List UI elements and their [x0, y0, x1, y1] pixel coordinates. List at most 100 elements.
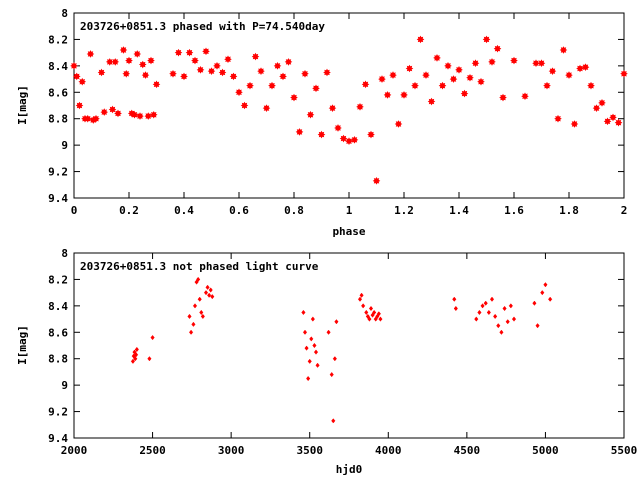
phased-data-point	[609, 113, 617, 122]
phased-data-point	[185, 48, 194, 57]
phased-x-tick-label: 1	[346, 204, 353, 217]
unphased-data-point	[310, 316, 315, 322]
unphased-data-point	[133, 356, 138, 362]
unphased-data-point	[205, 284, 210, 290]
phased-data-point	[482, 35, 491, 44]
phased-axis-ticks: 0 0.2 0.4 0.6 0.8 1 1.2 1.4 1.6 1.8 2 8 8.2 8.4 8.6 8.8…	[48, 7, 627, 217]
unphased-data-point	[489, 296, 495, 302]
unphased-data-point	[130, 358, 136, 364]
phased-data-point	[169, 69, 177, 78]
phased-data-point	[312, 84, 320, 93]
phased-data-point	[394, 120, 403, 128]
phased-data-point	[444, 62, 452, 70]
phased-data-point	[279, 72, 287, 81]
unphased-data-point	[307, 358, 312, 364]
unphased-data-points	[130, 276, 553, 424]
phased-data-point	[427, 97, 436, 106]
phased-data-point	[548, 67, 557, 75]
phased-y-tick-label: 8.8	[48, 113, 68, 126]
unphased-data-point	[452, 296, 457, 302]
unphased-y-tick-label: 8.6	[48, 326, 68, 339]
phased-data-point	[576, 64, 584, 73]
unphased-data-point	[367, 316, 372, 322]
phased-data-point	[416, 35, 425, 44]
phased-x-tick-label: 1.2	[394, 204, 414, 217]
unphased-data-point	[368, 305, 374, 312]
phased-data-point	[603, 117, 612, 126]
unphased-data-point	[134, 346, 139, 353]
unphased-data-point	[326, 329, 331, 335]
phased-data-point	[334, 124, 342, 132]
phased-data-point	[383, 91, 392, 99]
phased-data-point	[554, 114, 562, 123]
phased-data-point	[97, 68, 106, 77]
unphased-data-point	[187, 313, 192, 320]
phased-data-point	[493, 44, 502, 53]
unphased-data-point	[302, 329, 308, 335]
unphased-data-point	[301, 309, 306, 316]
unphased-data-point	[192, 303, 198, 309]
phased-data-point	[122, 69, 131, 78]
unphased-chart: 2000 2500 3000 3500 4000 4500 5000 5500 8 8.2 8.4 8…	[16, 247, 637, 476]
phased-data-point	[119, 46, 128, 54]
unphased-data-point	[378, 316, 383, 322]
unphased-x-axis-label: hjd0	[336, 463, 363, 476]
phased-data-point	[565, 71, 573, 79]
unphased-data-point	[312, 342, 317, 349]
unphased-data-point	[499, 329, 504, 335]
phased-x-axis-label: phase	[332, 225, 365, 238]
phased-data-point	[114, 109, 122, 118]
phased-y-axis-label: I[mag]	[16, 85, 29, 125]
phased-data-point	[323, 68, 331, 77]
phased-plot-frame	[73, 12, 625, 199]
phased-data-point	[257, 67, 265, 75]
phased-x-tick-label: 1.6	[504, 204, 524, 217]
unphased-data-point	[200, 313, 205, 320]
phased-data-point	[138, 60, 147, 69]
phased-data-point	[345, 137, 353, 145]
unphased-data-point	[191, 321, 196, 327]
unphased-data-point	[548, 296, 553, 302]
phased-data-point	[295, 128, 304, 136]
unphased-data-point	[210, 294, 215, 300]
unphased-data-point	[334, 319, 339, 325]
phased-data-point	[202, 47, 210, 56]
unphased-data-point	[329, 371, 334, 378]
phased-data-point	[378, 75, 386, 83]
unphased-x-tick-label: 4500	[454, 444, 481, 457]
unphased-data-point	[474, 316, 479, 322]
unphased-data-point	[483, 300, 488, 306]
phased-data-point	[224, 55, 232, 64]
unphased-data-point	[331, 418, 336, 424]
unphased-x-tick-label: 4000	[375, 444, 402, 457]
phased-data-point	[405, 64, 414, 73]
unphased-y-tick-label: 9	[61, 379, 68, 392]
phased-data-point	[570, 120, 579, 128]
phased-data-point	[592, 104, 601, 112]
unphased-data-point	[197, 296, 202, 302]
unphased-axis-ticks: 2000 2500 3000 3500 4000 4500 5000 5500 8 8.2 8.4 8…	[48, 247, 637, 457]
unphased-data-point	[376, 311, 381, 317]
phased-data-point	[284, 58, 293, 66]
unphased-data-point	[309, 336, 314, 342]
unphased-data-point	[357, 296, 363, 302]
phased-y-tick-label: 8.6	[48, 86, 68, 99]
phased-data-point	[356, 103, 364, 111]
unphased-y-tick-label: 8.2	[48, 273, 68, 286]
unphased-data-point	[359, 292, 364, 298]
phased-data-point	[488, 58, 496, 66]
phased-x-tick-label: 0.4	[174, 204, 194, 217]
unphased-data-point	[203, 290, 209, 296]
phased-data-point	[543, 81, 551, 90]
phased-data-point	[614, 118, 623, 127]
phased-data-point	[72, 72, 81, 81]
phased-data-point	[537, 59, 546, 68]
phased-data-points	[70, 35, 628, 185]
unphased-data-point	[511, 316, 517, 322]
phased-data-point	[130, 110, 139, 119]
phased-data-point	[339, 134, 348, 143]
phased-data-point	[466, 73, 474, 82]
unphased-data-point	[480, 303, 485, 309]
unphased-data-point	[532, 300, 537, 306]
